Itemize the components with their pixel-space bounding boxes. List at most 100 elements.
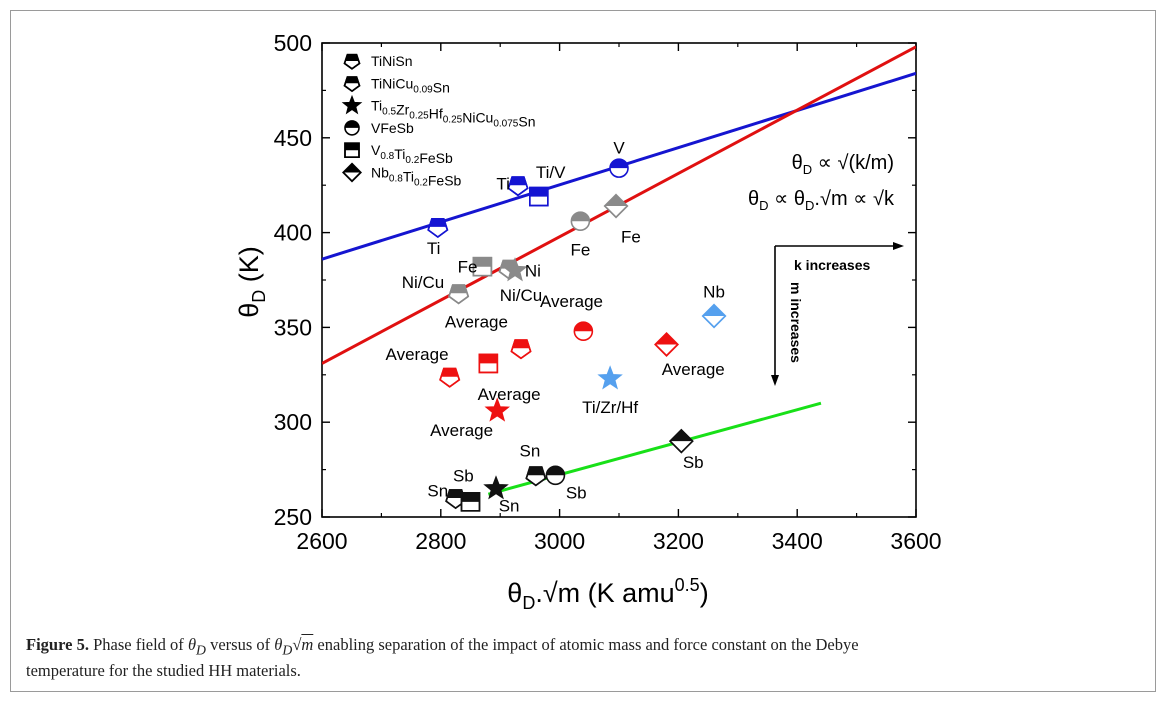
point-label: Ni [525,262,541,281]
data-point [668,428,694,454]
point-label: Ti/V [536,163,566,182]
marker-fill [345,77,359,84]
marker-border [343,76,361,93]
point-label: Ti [496,174,510,193]
marker-fill [429,218,447,227]
k-increases-arrow: k increases [775,242,904,273]
data-point [484,397,511,422]
marker-shape [597,365,623,390]
marker-fill [450,285,468,294]
theta-d-sqrt-m-symbol: θD√m [274,635,314,658]
data-point [502,257,528,282]
m-increases-label: m increases [788,282,804,363]
legend-marker [342,162,362,183]
marker-fill [610,159,628,169]
data-point [507,176,529,197]
axes: 2600 2800 3000 3200 3400 3600 250 300 350 400 450 5… [274,30,942,554]
equation-2: θD ∝ θD.√m ∝ √k [748,188,895,213]
y-tick-label: 450 [274,125,312,151]
legend: TiNiSn TiNiCu0.09Sn Ti0.5Zr0.25Hf0.25NiCu0… [341,53,536,189]
marker-fill [447,489,465,499]
x-tick-label: 2800 [415,528,466,554]
point-label: Fe [458,258,478,277]
marker-border [460,492,481,512]
point-label: Average [430,421,493,440]
marker-fill [527,467,545,476]
data-point [510,339,532,360]
legend-marker [344,120,360,136]
m-increases-arrow: m increases [771,246,804,386]
data-point [545,465,566,486]
point-label: V [613,138,625,157]
marker-border [701,303,727,329]
legend-marker [344,142,360,158]
caption-text-4: temperature for the studied HH materials… [26,661,301,681]
marker-shape [341,94,363,115]
marker-fill [441,368,459,377]
y-axis-label: θD (K) [234,246,269,318]
data-point [427,218,449,238]
x-tick-label: 3000 [534,528,585,554]
marker-border [342,162,362,183]
figure-frame [10,10,1156,692]
legend-marker [341,94,363,115]
data-point [478,353,499,374]
marker-border [507,176,529,197]
x-tick-label: 3200 [653,528,704,554]
marker-fill [461,492,480,502]
point-label: Fe [570,241,590,260]
y-tick-label: 500 [274,30,312,56]
data-point [603,193,629,219]
legend-label: Nb0.8Ti0.2FeSb [371,165,462,189]
marker-border [603,193,629,219]
point-label: Average [540,292,603,311]
marker-fill [479,354,498,364]
data-point [573,321,594,341]
marker-border [529,186,549,207]
caption-text-3: enabling separation of the impact of ato… [313,635,859,654]
point-label: Sb [566,483,587,502]
data-point [570,211,591,232]
data-point [472,256,493,277]
data-point [439,367,461,388]
point-label: Sn [499,497,520,516]
marker-border [525,466,547,487]
marker-fill [529,187,548,197]
point-label: Sn [427,481,448,500]
equation-1: θD ∝ √(k/m) [792,152,894,177]
point-label: Ti/Zr/Hf [582,398,638,417]
marker-border [510,339,532,360]
point-label: Ni/Cu [402,273,445,292]
marker-border [472,256,493,277]
marker-border [344,142,360,158]
y-tick-label: 350 [274,314,312,340]
point-label: Average [662,360,725,379]
marker-fill [574,322,593,332]
data-point [529,186,549,207]
legend-label: TiNiSn [371,53,413,69]
data-point [701,303,727,329]
marker-fill [345,120,359,128]
point-label: Ti [427,239,441,258]
marker-fill [571,212,590,222]
marker-fill [655,333,678,345]
k-increases-label: k increases [794,257,870,273]
marker-fill [345,54,359,61]
legend-marker [343,53,361,70]
marker-fill [473,257,492,267]
figure-caption: Figure 5. Phase field of θD versus of θD… [26,634,1136,681]
data-point [460,492,481,512]
caption-text-1: Phase field of [88,635,188,654]
marker-border [343,53,361,70]
point-label: Average [445,313,508,332]
x-tick-label: 3400 [772,528,823,554]
point-label: Fe [621,227,641,246]
data-point [448,284,470,305]
legend-label: VFeSb [371,120,414,136]
data-point [609,158,629,178]
marker-fill [702,304,726,317]
point-label: Nb [703,282,725,301]
marker-fill [604,194,628,207]
marker-fill [509,177,527,186]
